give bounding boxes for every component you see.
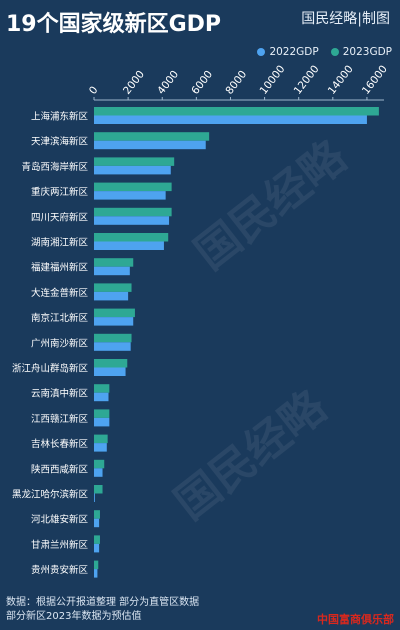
bar-2022	[94, 569, 98, 578]
category-label: 贵州贵安新区	[31, 564, 89, 576]
footer-notes: 数据：根据公开报道整理 部分为直管区数据 部分新区2023年数据为预估值	[6, 596, 199, 624]
bar-2022	[94, 266, 130, 276]
bar-2023	[94, 384, 110, 393]
legend-2023-label: 2023GDP	[342, 46, 392, 58]
bar-2022	[94, 342, 131, 351]
bar-2022	[94, 543, 100, 553]
bar-2023	[94, 207, 172, 217]
brand-mark: 国民经略|制图	[301, 11, 390, 27]
category-label: 四川天府新区	[31, 211, 89, 223]
legend-item-2022: 2022GDP	[257, 46, 319, 58]
legend-2023-swatch	[330, 48, 339, 56]
footer-source: 数据：根据公开报道整理 部分为直管区数据	[6, 597, 200, 608]
category-label: 河北雄安新区	[31, 514, 89, 526]
bar-2023	[94, 560, 99, 570]
bar-2023	[94, 132, 210, 141]
bar-2022	[94, 367, 126, 376]
legend-2022-label: 2022GDP	[269, 46, 319, 58]
bar-2022	[94, 241, 164, 250]
chart-title: 19个国家级新区GDP	[6, 12, 222, 37]
bar-2023	[94, 107, 379, 116]
bar-2023	[94, 359, 128, 368]
category-label: 福建福州新区	[31, 262, 89, 274]
bar-2022	[94, 140, 206, 150]
category-label: 甘肃兰州新区	[31, 539, 89, 551]
bar-2022	[94, 518, 100, 528]
chart-legend: 2022GDP 2023GDP	[257, 46, 392, 58]
bar-2023	[94, 510, 100, 519]
legend-item-2023: 2023GDP	[330, 46, 392, 58]
bar-2022	[94, 191, 166, 200]
bar-2022	[94, 115, 367, 124]
footer-note: 部分新区2023年数据为预估值	[6, 611, 142, 622]
bar-2023	[94, 485, 103, 494]
x-tick-label: 4000	[155, 68, 181, 96]
x-tick-label: 16000	[360, 63, 390, 97]
x-tick-label: 12000	[292, 63, 322, 97]
category-label: 云南滇中新区	[31, 388, 89, 400]
category-label: 重庆两江新区	[31, 186, 89, 198]
category-label: 江西赣江新区	[31, 413, 89, 425]
bar-2022	[94, 317, 134, 326]
bar-2022	[94, 291, 129, 301]
bar-2023	[94, 233, 169, 242]
category-label: 广州南沙新区	[31, 337, 89, 349]
x-tick-label: 8000	[223, 68, 249, 96]
x-tick-label: 6000	[189, 68, 215, 96]
bar-2023	[94, 535, 100, 544]
x-tick-label: 2000	[121, 68, 147, 96]
category-label: 湖南湘江新区	[31, 237, 89, 249]
x-tick-label: 14000	[326, 63, 356, 97]
bar-2023	[94, 157, 175, 166]
bar-2022	[94, 216, 170, 225]
bar-2023	[94, 258, 134, 267]
bar-2022	[94, 417, 110, 427]
x-tick-label: 10000	[257, 63, 287, 97]
category-label: 上海浦东新区	[31, 111, 89, 123]
bar-2023	[94, 434, 108, 444]
category-label: 天津滨海新区	[31, 136, 89, 148]
bar-2022	[94, 392, 109, 402]
bar-2022	[94, 493, 95, 502]
footer-brand: 中国富商俱乐部	[317, 613, 394, 626]
bar-2023	[94, 459, 105, 469]
bar-2023	[94, 333, 132, 343]
legend-2022-swatch	[257, 48, 266, 56]
category-label: 浙江舟山群岛新区	[12, 363, 89, 375]
category-label: 青岛西海岸新区	[21, 161, 88, 173]
category-label: 陕西西咸新区	[31, 463, 89, 475]
bar-2023	[94, 409, 110, 418]
bar-2022	[94, 468, 103, 477]
category-label: 大连金普新区	[31, 287, 89, 299]
x-tick-label: 0	[87, 84, 101, 97]
category-label: 吉林长春新区	[31, 438, 89, 450]
bar-2023	[94, 182, 172, 192]
category-label: 南京江北新区	[31, 312, 89, 324]
bar-2022	[94, 443, 107, 452]
bar-2023	[94, 308, 135, 318]
category-label: 黑龙江哈尔滨新区	[12, 489, 89, 501]
bar-2023	[94, 283, 132, 292]
bar-2022	[94, 165, 171, 175]
